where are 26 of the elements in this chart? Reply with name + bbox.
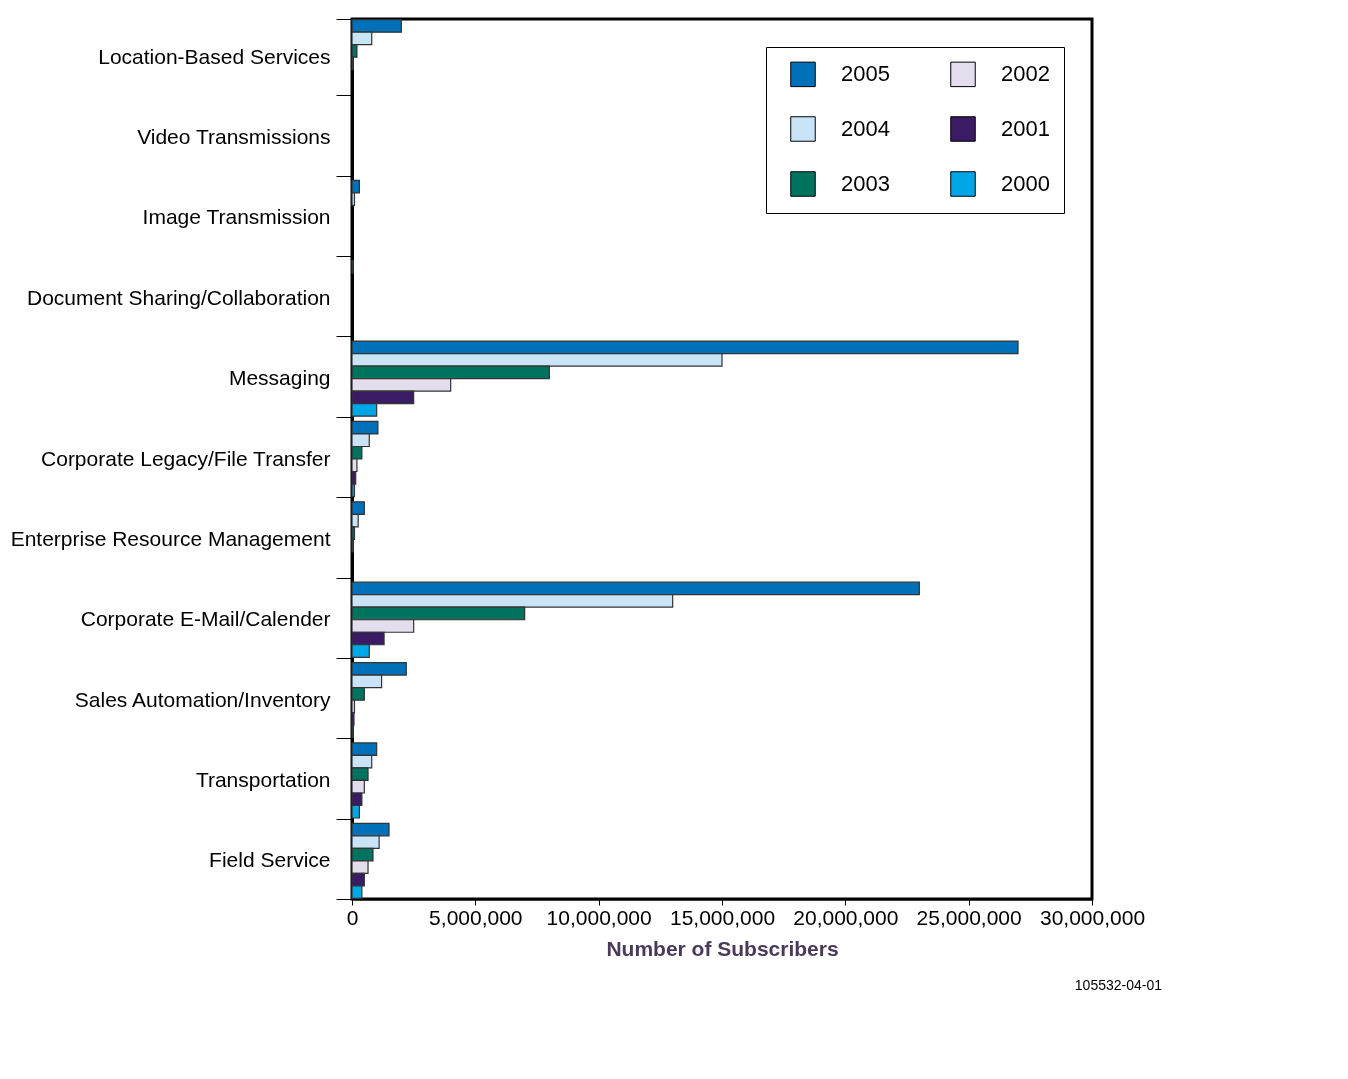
legend-label: 2005 (841, 61, 890, 87)
legend-label: 2000 (1001, 171, 1050, 196)
x-tick-label: 15,000,000 (669, 905, 776, 929)
y-tick-label: Document Sharing/Collaboration (26, 285, 331, 309)
y-tick-label: Image Transmission (142, 205, 331, 229)
x-tick-label: 25,000,000 (916, 905, 1022, 929)
legend-label: 2004 (841, 116, 890, 141)
x-tick-label: 0 (346, 905, 359, 929)
y-tick-label: Corporate Legacy/File Transfer (41, 446, 331, 470)
x-tick-label: 20,000,000 (793, 905, 899, 929)
text: 105532-04-01 (1074, 977, 1163, 993)
x-tick-label: 5,000,000 (429, 905, 523, 929)
y-tick-label: Location-Based Services (98, 44, 331, 68)
y-tick-label: Sales Automation/Inventory (74, 687, 331, 711)
y-tick-label: Messaging (228, 366, 331, 390)
y-tick-label: Transportation (195, 767, 331, 791)
y-tick-label: Video Transmissions (137, 125, 331, 149)
x-tick-label: 30,000,000 (1039, 905, 1146, 929)
legend-label: 2001 (1001, 116, 1050, 141)
y-tick-label: Field Service (209, 848, 331, 872)
y-tick-label: Corporate E-Mail/Calender (80, 607, 331, 631)
legend-label: 2002 (1001, 61, 1050, 87)
x-axis-title: Number of Subscribers (606, 936, 839, 960)
x-tick-label: 10,000,000 (546, 905, 652, 929)
y-tick-label: Enterprise Resource Management (10, 526, 331, 550)
legend-label: 2003 (841, 171, 890, 196)
